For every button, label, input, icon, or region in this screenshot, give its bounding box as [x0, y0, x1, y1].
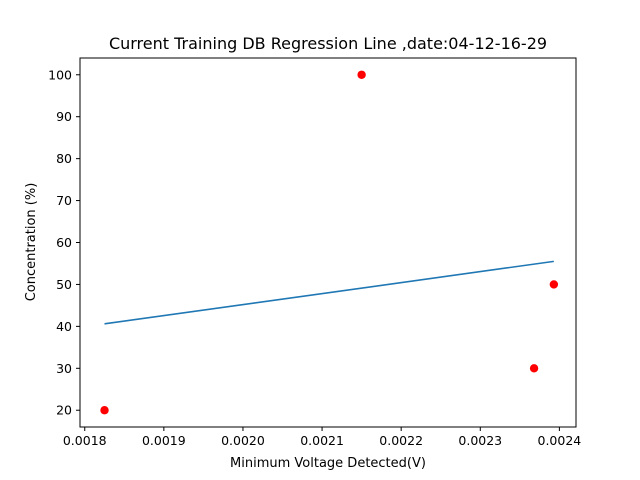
x-axis-label: Minimum Voltage Detected(V)	[230, 456, 426, 471]
x-tick-label: 0.0024	[538, 433, 582, 448]
x-tick-label: 0.0020	[221, 433, 265, 448]
y-tick-label: 40	[56, 319, 72, 334]
x-axis: 0.0018 0.0019 0.0020 0.0021 0.0022 0.0023 0.00…	[63, 427, 581, 448]
plot-area	[79, 57, 577, 428]
x-tick-label: 0.0022	[379, 433, 423, 448]
regression-line	[104, 260, 554, 325]
y-tick-label: 90	[56, 109, 72, 124]
series-layer	[100, 70, 559, 415]
x-tick-label: 0.0018	[63, 433, 107, 448]
y-tick-label: 60	[56, 235, 72, 250]
y-tick-label: 80	[56, 151, 72, 166]
data-point	[357, 70, 366, 79]
chart-title: Current Training DB Regression Line ,dat…	[109, 34, 547, 53]
data-point	[100, 406, 109, 415]
x-tick-label: 0.0021	[300, 433, 344, 448]
data-point	[549, 280, 559, 289]
y-axis-label: Concentration (%)	[24, 183, 39, 302]
x-tick-label: 0.0019	[142, 433, 186, 448]
y-tick-label: 50	[56, 277, 72, 292]
y-tick-label: 30	[56, 361, 72, 376]
y-tick-label: 20	[56, 403, 72, 418]
data-point	[529, 364, 539, 373]
y-tick-label: 70	[56, 193, 72, 208]
y-axis: 20 30 40 50 60 70 80 90 100	[48, 67, 80, 418]
x-tick-label: 0.0023	[458, 433, 502, 448]
y-tick-label: 100	[48, 67, 72, 82]
